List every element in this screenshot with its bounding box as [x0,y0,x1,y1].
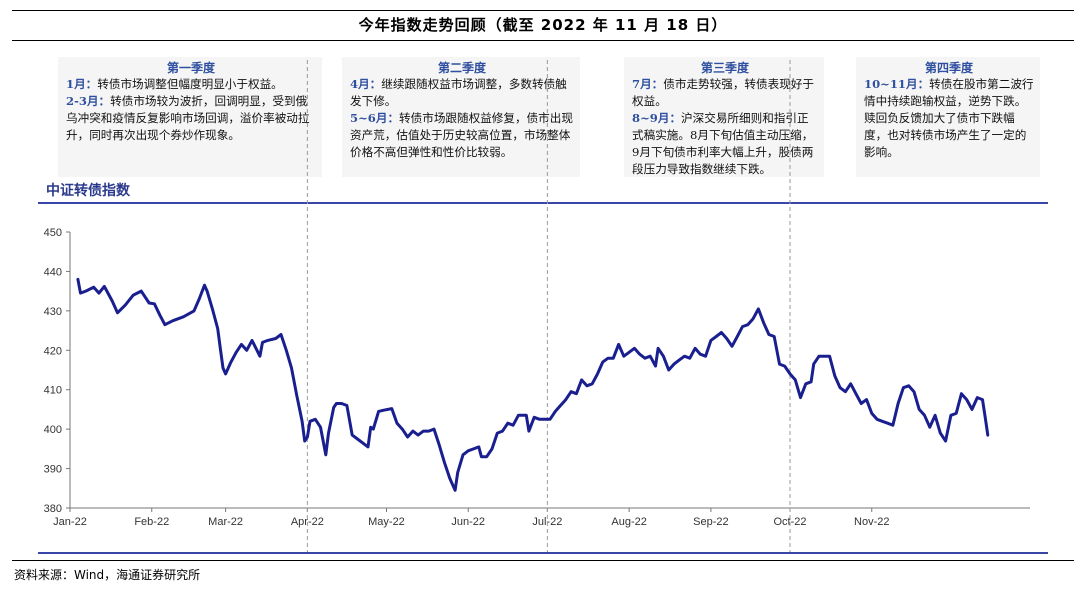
title-rule [12,40,1074,41]
chart-title-rule [38,202,1048,204]
y-tick-label: 400 [44,424,62,436]
page-title: 今年指数走势回顾（截至 2022 年 11 月 18 日） [358,16,728,34]
entry-month: 1月： [66,77,98,91]
quarter-panel-q4: 第四季度 10~11月：转债在股市第二波行情中持续跑输权益，逆势下跌。赎回负反馈… [856,57,1040,177]
entry-text: 转债在股市第二波行情中持续跑输权益，逆势下跌。赎回负反馈加大了债市下跌幅度，也对… [864,77,1034,159]
y-tick-label: 390 [44,464,62,476]
quarter-entry: 1月：转债市场调整但幅度明显小于权益。 [66,76,316,93]
entry-month: 10~11月： [864,77,930,91]
quarter-entry: 8~9月：沪深交易所细则和指引正式稿实施。8月下旬估值主动压缩，9月下旬债市利率… [632,110,818,178]
quarter-panel-q3: 第三季度 7月：债市走势较强，转债表现好于权益。 8~9月：沪深交易所细则和指引… [624,57,824,177]
x-tick-label: Jan-22 [53,516,87,528]
quarter-entry: 4月：继续跟随权益市场调整，多数转债触发下修。 [350,76,574,110]
quarter-title: 第一季度 [166,61,215,75]
y-tick-label: 410 [44,385,62,397]
entry-text: 债市走势较强，转债表现好于权益。 [632,77,814,108]
quarter-entry: 10~11月：转债在股市第二波行情中持续跑输权益，逆势下跌。赎回负反馈加大了债市… [864,76,1034,161]
bottom-rule [12,560,1074,561]
x-tick-label: Nov-22 [854,516,889,528]
series-line [76,277,990,492]
quarter-title: 第三季度 [700,61,749,75]
x-tick-label: Jun-22 [451,516,485,528]
x-tick-label: Feb-22 [134,516,169,528]
quarter-panel-q2: 第二季度 4月：继续跟随权益市场调整，多数转债触发下修。 5~6月：转债市场跟随… [342,57,580,177]
source-note: 资料来源：Wind，海通证券研究所 [14,568,201,582]
x-tick-label: Aug-22 [611,516,646,528]
quarter-title: 第四季度 [924,61,973,75]
entry-text: 转债市场跟随权益修复，债市出现资产荒，估值处于历史较高位置，市场整体价格不高但弹… [350,111,573,159]
x-tick-label: Sep-22 [693,516,728,528]
quarter-entry: 7月：债市走势较强，转债表现好于权益。 [632,76,818,110]
quarter-entry: 5~6月：转债市场跟随权益修复，债市出现资产荒，估值处于历史较高位置，市场整体价… [350,110,574,161]
chart-title: 中证转债指数 [46,183,130,199]
y-tick-label: 450 [44,227,62,239]
entry-text: 沪深交易所细则和指引正式稿实施。8月下旬估值主动压缩，9月下旬债市利率大幅上升，… [632,111,814,176]
x-tick-label: May-22 [368,516,405,528]
y-tick-label: 380 [44,503,62,515]
y-tick-label: 440 [44,266,62,278]
entry-month: 2-3月： [66,94,111,108]
entry-text: 继续跟随权益市场调整，多数转债触发下修。 [350,77,567,108]
top-rule [12,10,1074,11]
entry-text: 转债市场较为波折，回调明显，受到俄乌冲突和疫情反复影响市场回调，溢价率被动拉升，… [66,94,310,142]
x-tick-label: Mar-22 [208,516,243,528]
y-tick-label: 420 [44,345,62,357]
y-tick-label: 430 [44,306,62,318]
entry-text: 转债市场调整但幅度明显小于权益。 [97,77,283,91]
entry-month: 5~6月： [350,111,400,125]
quarter-entry: 2-3月：转债市场较为波折，回调明显，受到俄乌冲突和疫情反复影响市场回调，溢价率… [66,93,316,144]
entry-month: 7月： [632,77,664,91]
bottom-blue-rule [38,552,1048,554]
quarter-title: 第二季度 [437,61,486,75]
entry-month: 8~9月： [632,111,682,125]
quarter-panel-q1: 第一季度 1月：转债市场调整但幅度明显小于权益。 2-3月：转债市场较为波折，回… [58,57,322,177]
entry-month: 4月： [350,77,382,91]
